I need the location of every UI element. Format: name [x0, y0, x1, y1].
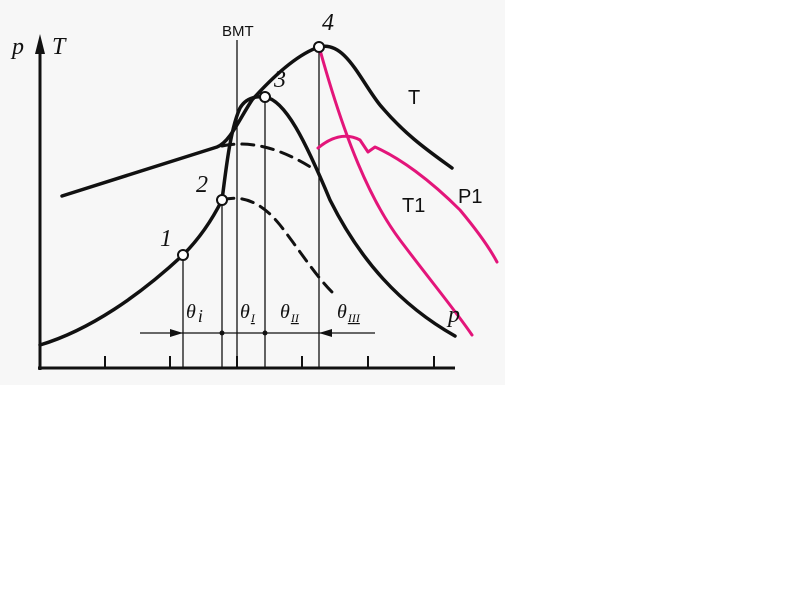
point-4	[313, 41, 325, 53]
dimension-dots	[219, 330, 268, 336]
curve-label-P1: P1	[458, 186, 482, 208]
theta-III-label: θIII	[337, 301, 361, 325]
curve-label-T: T	[408, 87, 420, 109]
point-label-2: 2	[196, 172, 208, 198]
arrow-left-icon	[319, 329, 332, 337]
point-3	[259, 91, 271, 103]
theta-II-label: θII	[280, 301, 300, 325]
points	[177, 41, 325, 261]
y-axis-arrow-icon	[35, 34, 45, 54]
pressure-curve	[38, 95, 457, 347]
dashed-pressure-curve	[220, 196, 334, 294]
tdc-label: ВМТ	[222, 23, 254, 40]
dashed-curves	[220, 142, 334, 294]
pressure-curve-label: p	[446, 302, 460, 328]
dimension-dot	[262, 330, 268, 336]
point-label-1: 1	[160, 226, 172, 252]
scan-panel	[0, 0, 505, 385]
point-1	[177, 249, 189, 261]
point-label-4: 4	[322, 10, 334, 36]
y-axis-label-p: p	[10, 34, 24, 60]
pink-curves	[316, 48, 499, 337]
guide-lines	[182, 40, 320, 368]
point-label-3: 3	[273, 67, 286, 93]
arrow-right-icon	[170, 329, 183, 337]
theta-I-label: θI	[240, 301, 256, 325]
curve-T1	[318, 48, 474, 337]
axes	[38, 48, 455, 370]
dashed-temperature-curve	[220, 142, 314, 170]
curve-P1	[316, 134, 499, 264]
y-axis-label-T: T	[52, 34, 67, 60]
curve-label-T1: T1	[402, 195, 425, 217]
point-2	[216, 194, 228, 206]
dimension-dot	[219, 330, 225, 336]
